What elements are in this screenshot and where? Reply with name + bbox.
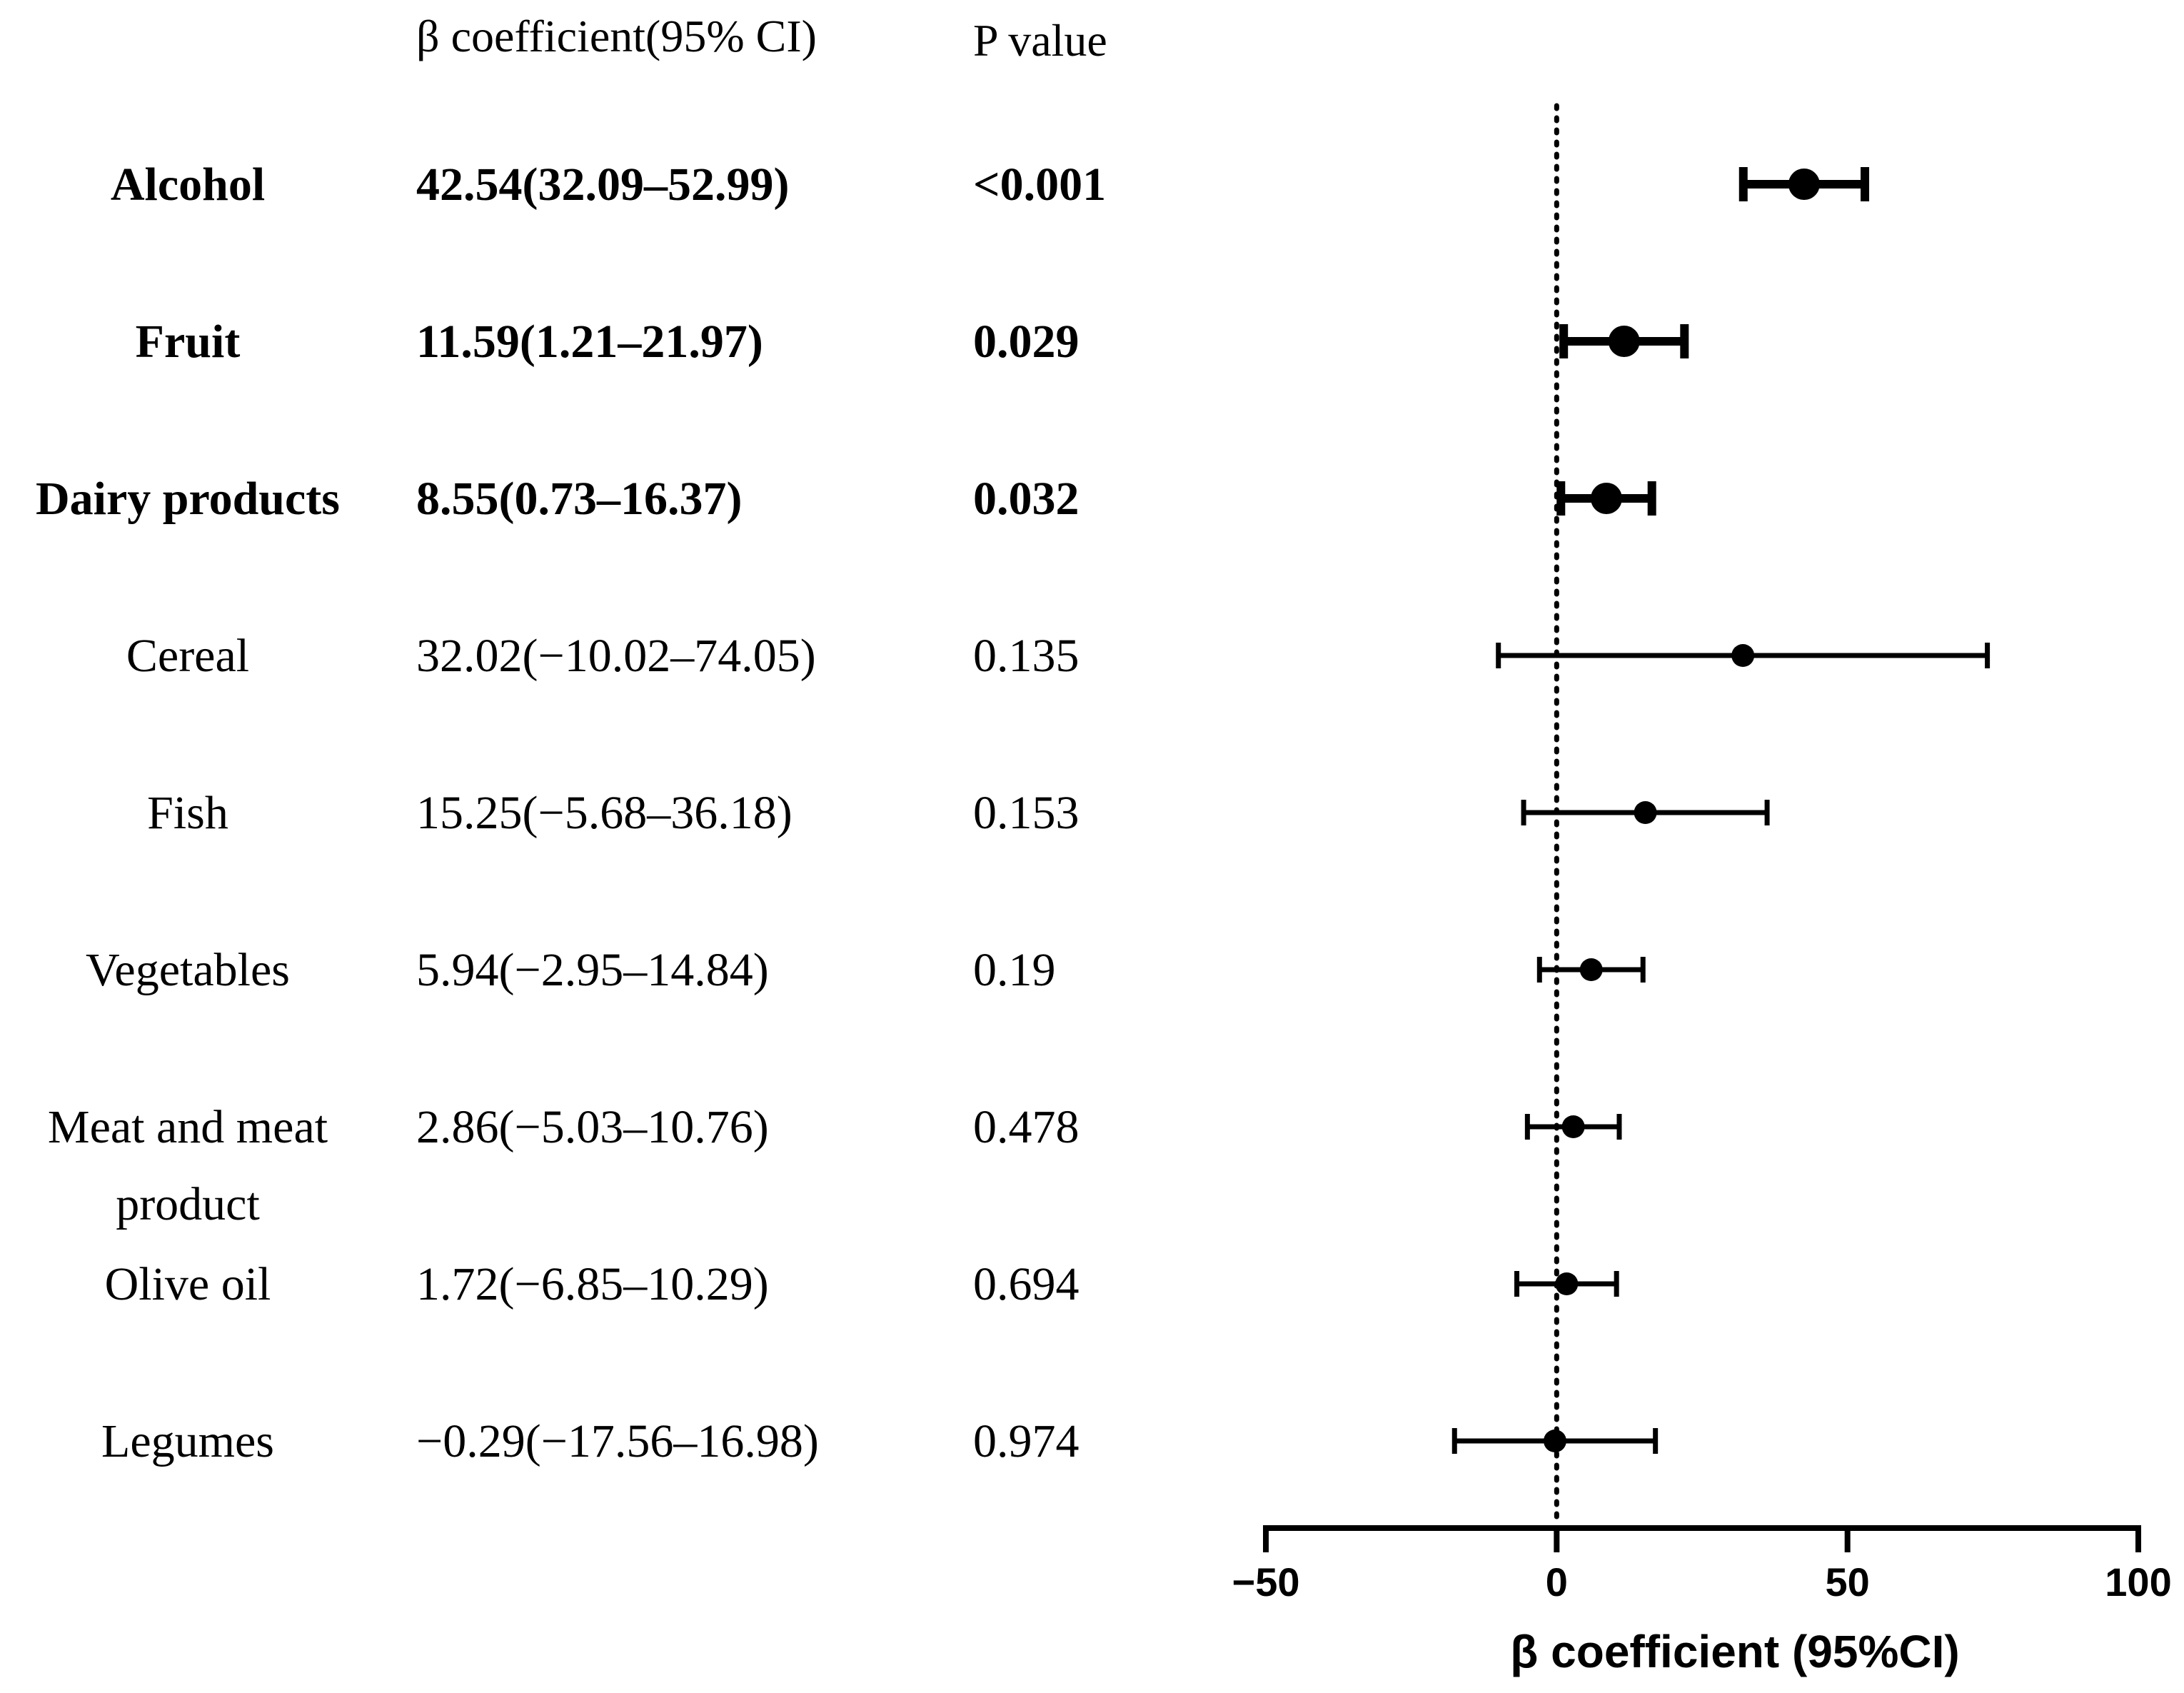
x-tick-label: −50 — [1232, 1559, 1300, 1604]
point-estimate — [1561, 1115, 1585, 1138]
header-p-value: P value — [973, 15, 1107, 66]
x-tick-label: 100 — [2105, 1559, 2171, 1604]
x-tick-label: 0 — [1546, 1559, 1568, 1604]
point-estimate — [1555, 1272, 1579, 1295]
x-tick-label: 50 — [1826, 1559, 1870, 1604]
row-p-value: 0.135 — [973, 630, 1080, 682]
row-label-line: product — [116, 1178, 260, 1230]
row-label: Vegetables — [86, 944, 290, 996]
row-label-line: Meat and meat — [48, 1101, 328, 1153]
row-estimate-text: 1.72(−6.85–10.29) — [416, 1258, 769, 1310]
row-p-value: 0.19 — [973, 944, 1056, 996]
row-label: Fish — [147, 787, 228, 839]
row-label: Olive oil — [105, 1258, 271, 1310]
row-estimate-text: 2.86(−5.03–10.76) — [416, 1101, 769, 1153]
row-p-value: <0.001 — [973, 159, 1106, 211]
row-estimate-text: 32.02(−10.02–74.05) — [416, 630, 816, 682]
row-p-value: 0.153 — [973, 787, 1080, 839]
row-estimate-text: 8.55(0.73–16.37) — [416, 473, 742, 525]
row-p-value: 0.478 — [973, 1101, 1080, 1153]
ci-marks-group — [1451, 167, 1991, 1454]
row-label: Dairy products — [36, 473, 340, 525]
row-estimate-text: 15.25(−5.68–36.18) — [416, 787, 792, 839]
row-label: Fruit — [136, 316, 241, 368]
point-estimate — [1731, 644, 1755, 667]
point-estimate — [1543, 1430, 1566, 1452]
point-estimate — [1579, 958, 1603, 981]
row-p-value: 0.032 — [973, 473, 1080, 525]
row-estimate-text: 42.54(32.09–52.99) — [416, 159, 789, 211]
row-estimate-text: −0.29(−17.56–16.98) — [416, 1415, 819, 1467]
point-estimate — [1634, 801, 1657, 824]
row-p-value: 0.029 — [973, 316, 1080, 368]
point-estimate — [1590, 483, 1622, 514]
row-label: Meat and meat product — [48, 1101, 328, 1230]
x-axis-ticks: −50 0 50 100 — [1232, 1528, 2172, 1604]
x-axis-title: β coefficient (95%CI) — [1510, 1626, 1959, 1677]
point-estimate — [1788, 169, 1820, 200]
row-text-group: Alcohol 42.54(32.09–52.99) <0.001 Fruit 11.5… — [36, 159, 1106, 1467]
row-p-value: 0.694 — [973, 1258, 1080, 1310]
row-label: Cereal — [126, 630, 249, 682]
row-label: Alcohol — [111, 159, 265, 211]
row-estimate-text: 11.59(1.21–21.97) — [416, 316, 763, 368]
row-label: Legumes — [101, 1415, 274, 1467]
point-estimate — [1608, 326, 1640, 357]
header-estimate: β coefficient(95% CI) — [416, 11, 817, 61]
row-estimate-text: 5.94(−2.95–14.84) — [416, 944, 769, 996]
row-p-value: 0.974 — [973, 1415, 1080, 1467]
